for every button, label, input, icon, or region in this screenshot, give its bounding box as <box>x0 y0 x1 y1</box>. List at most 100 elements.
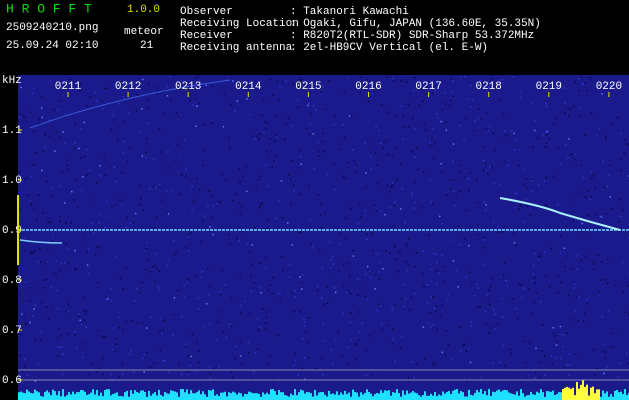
noise <box>30 202 32 204</box>
power-bar <box>478 392 480 400</box>
noise <box>172 314 175 316</box>
noise <box>272 276 274 279</box>
noise <box>65 242 67 245</box>
noise <box>209 226 211 228</box>
noise <box>63 116 65 118</box>
noise <box>297 374 299 377</box>
noise <box>34 304 36 306</box>
power-bar <box>268 394 270 400</box>
noise <box>47 218 49 220</box>
power-bar <box>352 389 354 400</box>
noise <box>589 76 591 79</box>
power-bar <box>440 395 442 400</box>
noise <box>165 190 168 192</box>
power-bar <box>316 395 318 400</box>
noise <box>391 375 393 377</box>
noise <box>370 231 373 234</box>
power-bar <box>262 392 264 400</box>
power-bar <box>226 396 228 400</box>
power-bar <box>80 389 82 400</box>
noise <box>568 353 571 355</box>
noise <box>613 346 615 349</box>
noise <box>373 204 376 206</box>
noise <box>83 155 86 158</box>
noise <box>445 121 448 124</box>
noise <box>587 190 589 192</box>
power-bar <box>484 391 486 400</box>
noise <box>62 353 65 356</box>
noise <box>343 136 346 138</box>
noise <box>192 104 194 106</box>
noise <box>604 135 607 138</box>
noise <box>391 306 393 309</box>
noise <box>537 259 539 261</box>
noise <box>400 79 403 81</box>
power-bar <box>516 391 518 400</box>
noise <box>342 263 345 265</box>
noise <box>54 150 56 152</box>
noise <box>122 329 124 331</box>
noise <box>583 231 585 233</box>
noise <box>86 251 88 253</box>
noise <box>394 201 396 203</box>
noise <box>412 117 414 119</box>
noise <box>147 98 150 101</box>
noise <box>330 259 332 261</box>
noise <box>392 182 394 184</box>
noise <box>69 78 72 81</box>
noise <box>455 194 457 196</box>
noise <box>574 310 577 312</box>
noise <box>67 310 70 313</box>
noise <box>450 78 452 80</box>
noise <box>441 223 444 225</box>
noise <box>329 271 331 273</box>
noise <box>42 279 45 282</box>
noise <box>259 262 261 264</box>
noise <box>164 359 166 362</box>
noise <box>57 355 59 357</box>
power-bar <box>282 392 284 400</box>
power-bar <box>288 396 290 400</box>
noise <box>57 346 60 349</box>
noise <box>580 76 582 78</box>
noise <box>506 134 508 136</box>
noise <box>535 292 538 294</box>
noise <box>477 287 479 289</box>
y-tick-label: 0.7 <box>2 325 22 337</box>
noise <box>529 214 532 217</box>
noise <box>466 381 468 383</box>
noise <box>269 354 271 357</box>
noise <box>200 241 203 243</box>
noise <box>180 159 182 161</box>
noise <box>209 323 211 325</box>
noise <box>438 272 441 274</box>
noise <box>101 100 103 102</box>
noise <box>304 378 306 381</box>
power-bar <box>164 391 166 400</box>
noise <box>332 263 334 265</box>
noise <box>577 320 579 322</box>
power-bar <box>606 391 608 400</box>
noise <box>394 360 396 363</box>
power-bar <box>122 396 124 400</box>
power-bar <box>144 391 146 400</box>
noise <box>513 132 515 135</box>
noise <box>484 310 487 313</box>
noise <box>318 249 321 251</box>
noise <box>380 104 383 106</box>
noise <box>86 174 88 177</box>
noise <box>528 341 531 343</box>
noise <box>397 251 400 253</box>
noise <box>426 86 428 88</box>
noise <box>428 234 430 236</box>
noise <box>74 142 76 144</box>
noise <box>418 104 420 106</box>
noise <box>75 268 77 270</box>
power-bar <box>204 394 206 400</box>
noise <box>380 323 383 326</box>
noise <box>33 207 35 209</box>
noise <box>415 363 418 365</box>
power-bar <box>214 395 216 400</box>
noise <box>105 88 107 90</box>
noise <box>195 125 197 127</box>
